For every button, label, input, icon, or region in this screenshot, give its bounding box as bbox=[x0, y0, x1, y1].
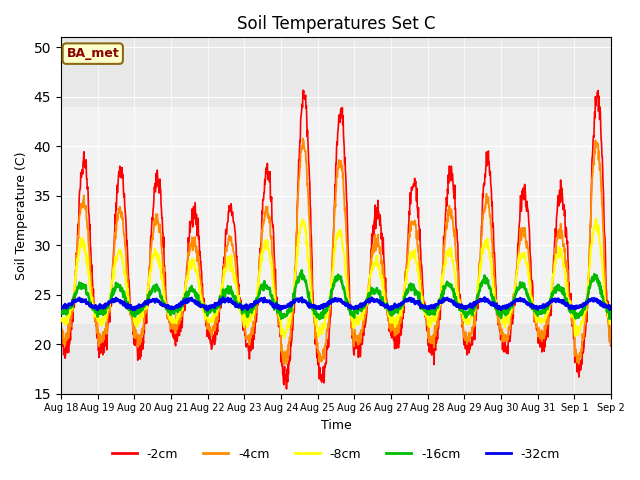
Bar bbox=[61, 107, 611, 324]
Text: BA_met: BA_met bbox=[67, 47, 119, 60]
Y-axis label: Soil Temperature (C): Soil Temperature (C) bbox=[15, 151, 28, 280]
Legend: -2cm, -4cm, -8cm, -16cm, -32cm: -2cm, -4cm, -8cm, -16cm, -32cm bbox=[107, 443, 565, 466]
X-axis label: Time: Time bbox=[321, 419, 351, 432]
Title: Soil Temperatures Set C: Soil Temperatures Set C bbox=[237, 15, 435, 33]
